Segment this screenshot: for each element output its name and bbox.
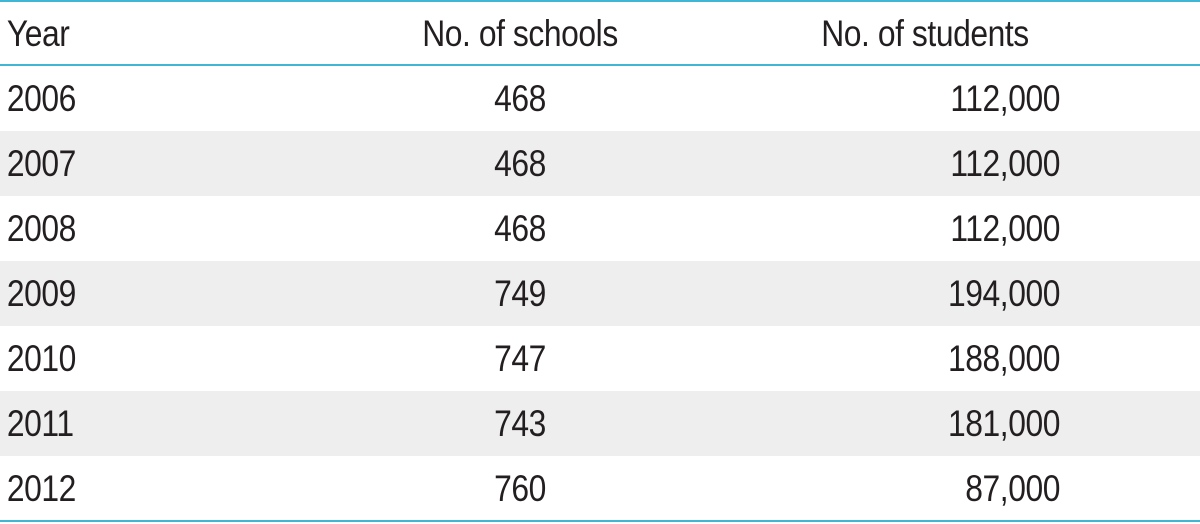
cell-students: 112,000 (950, 208, 1060, 249)
cell-schools: 468 (494, 78, 546, 119)
cell-students: 112,000 (950, 78, 1060, 119)
cell-year: 2012 (6, 468, 76, 509)
table-row: 2009 749 194,000 (0, 261, 1200, 326)
cell-year: 2010 (6, 338, 76, 379)
table-row: 2008 468 112,000 (0, 196, 1200, 261)
cell-schools: 468 (494, 208, 546, 249)
cell-schools: 468 (494, 143, 546, 184)
cell-year: 2009 (6, 273, 76, 314)
table-bottom-rule (0, 520, 1200, 522)
table-row: 2007 468 112,000 (0, 131, 1200, 196)
cell-schools: 749 (494, 273, 546, 314)
header-year: Year (6, 12, 70, 54)
cell-students: 194,000 (947, 273, 1060, 314)
cell-year: 2011 (6, 403, 74, 444)
cell-students: 87,000 (965, 468, 1060, 509)
table-row: 2010 747 188,000 (0, 326, 1200, 391)
cell-schools: 760 (494, 468, 546, 509)
cell-students: 188,000 (947, 338, 1060, 379)
table-row: 2012 760 87,000 (0, 456, 1200, 521)
header-students: No. of students (821, 12, 1029, 54)
cell-students: 112,000 (950, 143, 1060, 184)
header-schools: No. of schools (422, 12, 618, 54)
cell-schools: 747 (494, 338, 546, 379)
table-header-rule (0, 64, 1200, 66)
table-body: 2006 468 112,000 2007 468 112,000 2008 4… (0, 66, 1200, 521)
table-row: 2006 468 112,000 (0, 66, 1200, 131)
table-top-rule (0, 0, 1200, 2)
cell-year: 2008 (6, 208, 76, 249)
table-row: 2011 743 181,000 (0, 391, 1200, 456)
cell-year: 2006 (6, 78, 76, 119)
cell-year: 2007 (6, 143, 76, 184)
cell-schools: 743 (494, 403, 546, 444)
table-header-row: Year No. of schools No. of students (0, 2, 1200, 64)
cell-students: 181,000 (947, 403, 1060, 444)
